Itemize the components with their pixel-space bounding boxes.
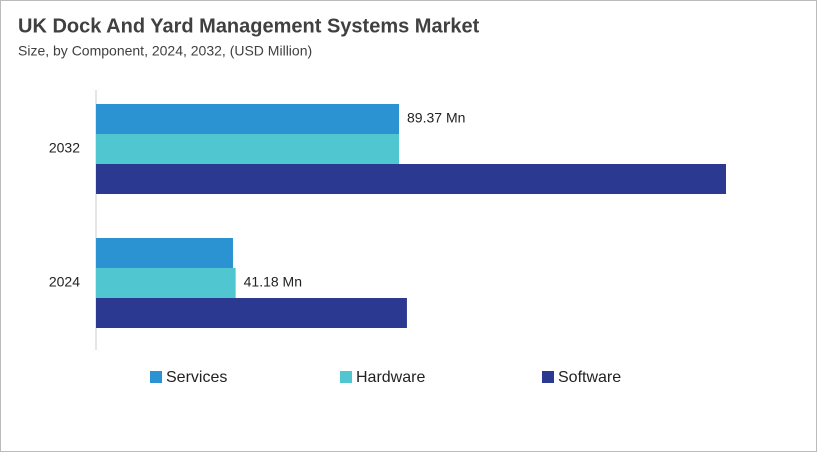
- bar: [96, 298, 407, 328]
- legend-swatch: [542, 371, 554, 383]
- bar: [96, 164, 726, 194]
- legend-label: Hardware: [356, 369, 425, 386]
- y-tick-label: 2024: [49, 274, 80, 290]
- bar: [96, 268, 236, 298]
- y-tick-label: 2032: [49, 140, 80, 156]
- bar: [96, 134, 400, 164]
- legend-swatch: [340, 371, 352, 383]
- data-label: 41.18 Mn: [244, 274, 302, 290]
- legend-swatch: [150, 371, 162, 383]
- legend-label: Services: [166, 369, 227, 386]
- bar: [96, 104, 400, 134]
- bar: [96, 238, 233, 268]
- legend-label: Software: [558, 369, 621, 386]
- chart-subtitle: Size, by Component, 2024, 2032, (USD Mil…: [18, 43, 312, 59]
- data-label: 89.37 Mn: [407, 110, 465, 126]
- chart-title: UK Dock And Yard Management Systems Mark…: [18, 15, 480, 37]
